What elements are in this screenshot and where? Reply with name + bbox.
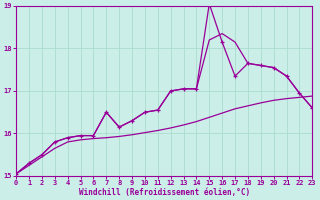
X-axis label: Windchill (Refroidissement éolien,°C): Windchill (Refroidissement éolien,°C) (79, 188, 250, 197)
